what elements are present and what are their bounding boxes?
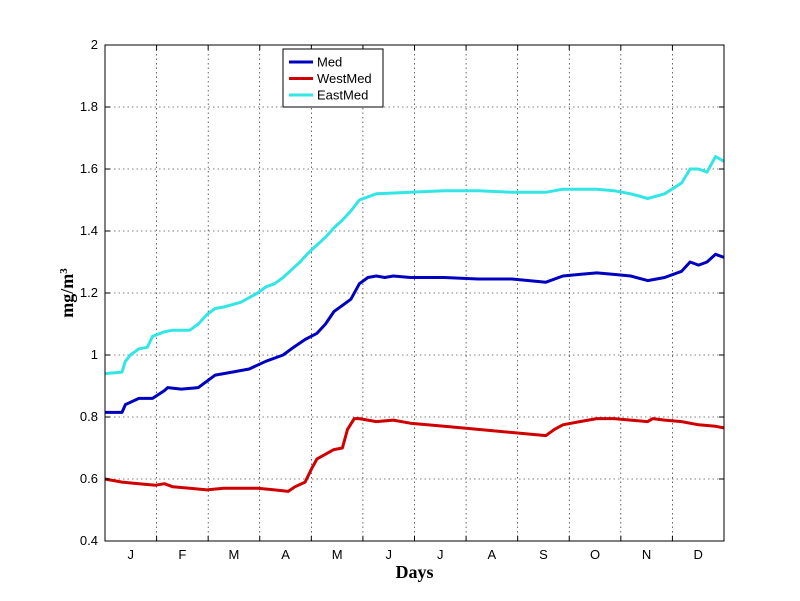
x-tick-label: A: [281, 547, 290, 562]
x-tick-label: D: [694, 547, 703, 562]
x-axis-title: Days: [395, 562, 433, 582]
x-tick-label: F: [178, 547, 186, 562]
legend-label-eastmed: EastMed: [317, 88, 368, 103]
series-lines: [104, 155, 725, 493]
x-tick-label: A: [488, 547, 497, 562]
y-tick-label: 1.2: [80, 285, 98, 300]
y-axis: 0.4 0.6 0.8 1 1.2 1.4 1.6 1.8 2: [80, 37, 724, 548]
series-line-westmed: [104, 417, 725, 493]
legend-label-med: Med: [317, 55, 342, 70]
series-line-med: [105, 252, 725, 414]
y-axis-title-text: mg/m: [57, 274, 77, 318]
series-line-eastmed: [104, 155, 725, 376]
x-tick-label: J: [437, 547, 444, 562]
x-tick-label: S: [539, 547, 548, 562]
grid-lines: [105, 45, 724, 541]
y-tick-label: 2: [91, 37, 98, 52]
y-tick-label: 1.6: [80, 161, 98, 176]
x-tick-label: O: [590, 547, 600, 562]
y-axis-title-superscript: 3: [58, 268, 70, 274]
x-tick-label: N: [642, 547, 651, 562]
x-tick-label: J: [385, 547, 392, 562]
y-tick-label: 0.6: [80, 471, 98, 486]
y-axis-title: mg/m3: [57, 268, 77, 318]
y-tick-label: 1.8: [80, 99, 98, 114]
y-tick-label: 0.4: [80, 533, 98, 548]
y-tick-label: 1.4: [80, 223, 98, 238]
y-tick-label: 0.8: [80, 409, 98, 424]
y-tick-label: 1: [91, 347, 98, 362]
x-tick-label: M: [229, 547, 240, 562]
legend-label-westmed: WestMed: [317, 71, 372, 86]
x-tick-label: J: [128, 547, 135, 562]
x-tick-label: M: [332, 547, 343, 562]
